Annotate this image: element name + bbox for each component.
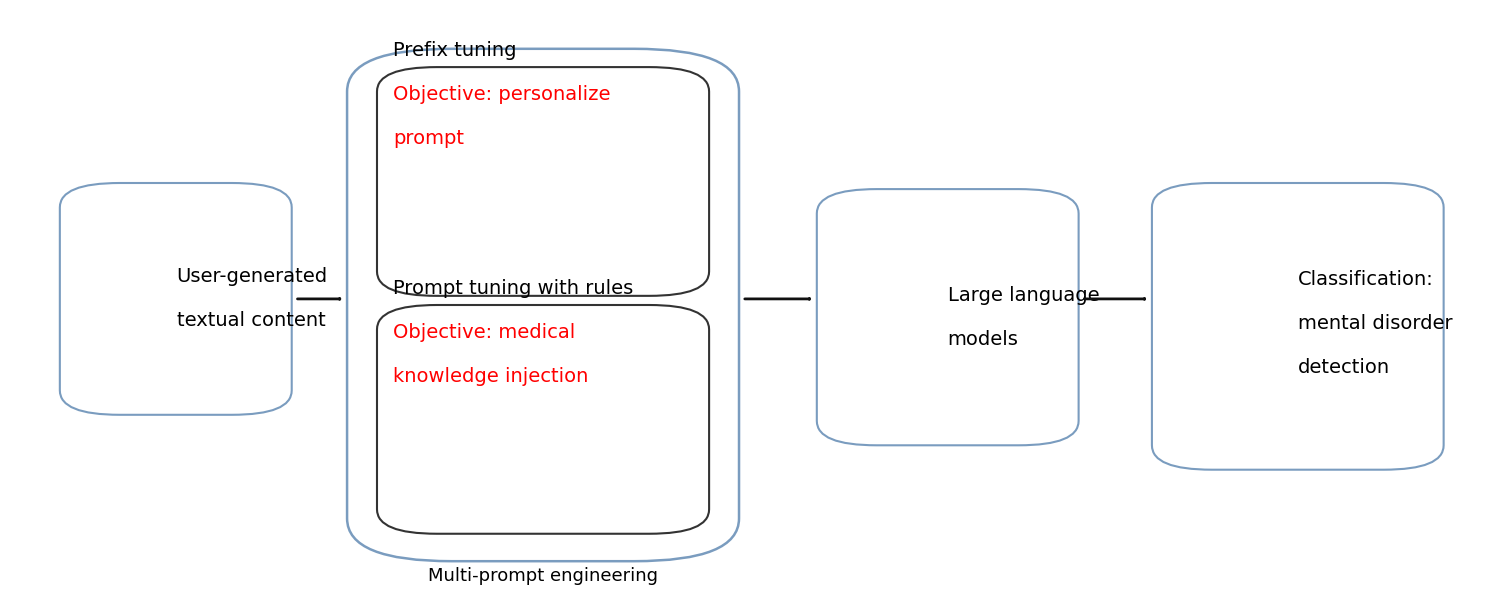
Text: Classification:: Classification: [1297, 270, 1433, 289]
FancyBboxPatch shape [377, 305, 709, 534]
Text: Prompt tuning with rules: Prompt tuning with rules [393, 279, 634, 298]
Text: Objective: personalize: Objective: personalize [393, 85, 610, 104]
FancyBboxPatch shape [347, 49, 739, 561]
Text: Objective: medical: Objective: medical [393, 323, 576, 342]
FancyBboxPatch shape [60, 183, 292, 415]
Text: Prefix tuning: Prefix tuning [393, 41, 518, 60]
Text: mental disorder: mental disorder [1297, 314, 1453, 333]
Text: models: models [947, 329, 1019, 349]
Text: textual content: textual content [177, 311, 325, 331]
FancyBboxPatch shape [377, 67, 709, 296]
Text: prompt: prompt [393, 129, 464, 148]
FancyBboxPatch shape [1152, 183, 1444, 470]
Text: Multi-prompt engineering: Multi-prompt engineering [428, 567, 658, 586]
Text: knowledge injection: knowledge injection [393, 367, 589, 386]
Text: User-generated: User-generated [177, 267, 328, 287]
FancyBboxPatch shape [817, 189, 1079, 445]
Text: Large language: Large language [947, 285, 1100, 305]
Text: detection: detection [1297, 357, 1390, 377]
